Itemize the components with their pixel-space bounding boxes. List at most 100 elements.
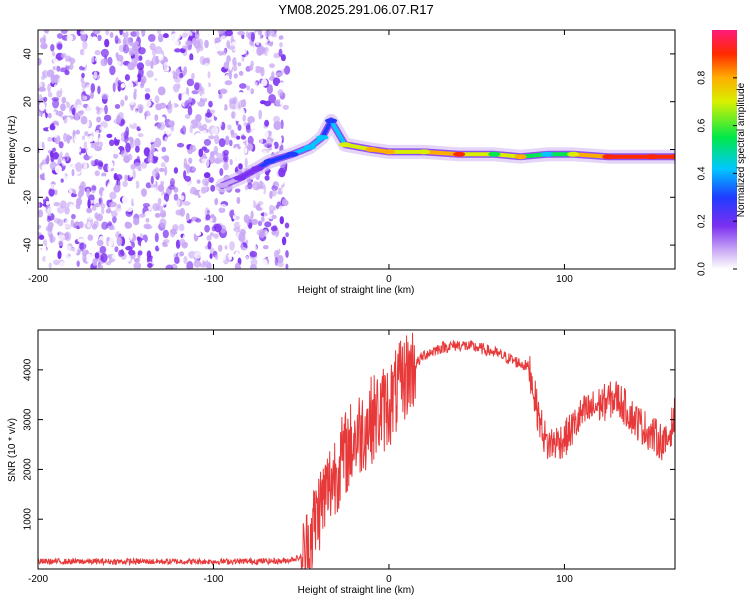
noise-blob bbox=[201, 168, 205, 175]
noise-blob bbox=[123, 54, 127, 63]
noise-blob bbox=[86, 207, 93, 214]
noise-blob bbox=[151, 87, 159, 98]
noise-blob bbox=[125, 142, 131, 153]
noise-blob bbox=[49, 150, 54, 158]
noise-blob bbox=[217, 30, 225, 35]
noise-blob bbox=[257, 220, 263, 227]
snr-ylabel: SNR (10 * v/v) bbox=[7, 418, 18, 482]
noise-blob bbox=[193, 189, 202, 196]
noise-blob bbox=[194, 82, 200, 91]
noise-blob bbox=[233, 207, 241, 216]
noise-blob bbox=[40, 118, 44, 128]
noise-blob bbox=[61, 87, 66, 93]
noise-blob bbox=[60, 103, 66, 112]
noise-blob bbox=[218, 207, 226, 214]
noise-blob bbox=[38, 202, 41, 208]
noise-blob bbox=[278, 48, 283, 57]
noise-blob bbox=[245, 46, 250, 51]
noise-blob bbox=[46, 141, 55, 147]
track-point bbox=[339, 142, 352, 148]
noise-blob bbox=[146, 53, 153, 58]
y-tick-label: -40 bbox=[23, 237, 34, 252]
noise-blob bbox=[132, 109, 139, 119]
noise-blob bbox=[163, 193, 170, 202]
noise-blob bbox=[52, 98, 60, 109]
noise-blob bbox=[224, 192, 229, 200]
noise-blob bbox=[75, 162, 83, 172]
noise-blob bbox=[196, 30, 200, 35]
noise-blob bbox=[151, 80, 158, 85]
noise-blob bbox=[239, 83, 247, 89]
noise-blob bbox=[244, 147, 248, 154]
noise-blob bbox=[92, 122, 98, 127]
noise-blob bbox=[210, 151, 215, 158]
x-tick-label: -100 bbox=[203, 574, 223, 585]
noise-blob bbox=[205, 112, 213, 118]
noise-blob bbox=[252, 149, 258, 160]
noise-blob bbox=[274, 257, 279, 266]
noise-blob bbox=[240, 243, 244, 250]
noise-blob bbox=[233, 227, 241, 232]
noise-blob bbox=[152, 256, 157, 265]
noise-blob bbox=[101, 93, 109, 100]
noise-blob bbox=[116, 60, 122, 67]
noise-blob bbox=[188, 96, 193, 103]
noise-blob bbox=[179, 207, 185, 217]
noise-blob bbox=[53, 184, 59, 191]
noise-blob bbox=[101, 44, 105, 50]
noise-blob bbox=[153, 137, 162, 148]
noise-blob bbox=[62, 123, 68, 130]
noise-blob bbox=[209, 59, 216, 68]
noise-blob bbox=[38, 234, 45, 240]
noise-blob bbox=[93, 71, 98, 79]
noise-blob bbox=[150, 175, 154, 185]
noise-blob bbox=[214, 157, 222, 164]
noise-blob bbox=[233, 73, 238, 79]
noise-blob bbox=[60, 178, 64, 183]
noise-blob bbox=[278, 237, 282, 243]
noise-blob bbox=[192, 243, 196, 250]
track-point bbox=[567, 151, 580, 157]
noise-blob bbox=[106, 133, 113, 138]
noise-blob bbox=[58, 141, 64, 149]
noise-blob bbox=[173, 248, 178, 255]
noise-blob bbox=[223, 162, 229, 171]
noise-blob bbox=[56, 33, 63, 39]
noise-blob bbox=[157, 33, 164, 43]
noise-blob bbox=[282, 104, 289, 110]
noise-blob bbox=[54, 188, 58, 196]
noise-blob bbox=[65, 61, 71, 66]
noise-blob bbox=[138, 47, 146, 55]
noise-blob bbox=[174, 48, 181, 53]
noise-blob bbox=[190, 201, 197, 208]
noise-blob bbox=[76, 69, 81, 74]
noise-blob bbox=[135, 145, 140, 153]
noise-blob bbox=[194, 251, 202, 259]
noise-blob bbox=[134, 225, 139, 231]
noise-blob bbox=[139, 95, 146, 100]
noise-blob bbox=[134, 40, 140, 46]
noise-blob bbox=[131, 225, 136, 234]
noise-blob bbox=[268, 94, 276, 104]
noise-blob bbox=[213, 233, 219, 239]
noise-blob bbox=[140, 75, 147, 85]
noise-blob bbox=[141, 188, 147, 197]
noise-blob bbox=[107, 163, 112, 173]
noise-blob bbox=[81, 94, 85, 100]
noise-blob bbox=[76, 260, 80, 267]
noise-blob bbox=[151, 169, 159, 178]
noise-blob bbox=[195, 114, 202, 122]
noise-blob bbox=[76, 104, 83, 112]
y-tick-label: 4000 bbox=[23, 358, 34, 381]
track-point bbox=[514, 154, 527, 160]
noise-blob bbox=[241, 135, 247, 140]
noise-blob bbox=[195, 231, 202, 236]
noise-blob bbox=[68, 203, 75, 214]
noise-blob bbox=[41, 245, 47, 255]
noise-blob bbox=[214, 197, 219, 206]
noise-blob bbox=[191, 37, 197, 46]
noise-blob bbox=[132, 44, 136, 51]
noise-blob bbox=[68, 44, 74, 53]
noise-blob bbox=[271, 229, 277, 236]
noise-blob bbox=[126, 257, 131, 263]
